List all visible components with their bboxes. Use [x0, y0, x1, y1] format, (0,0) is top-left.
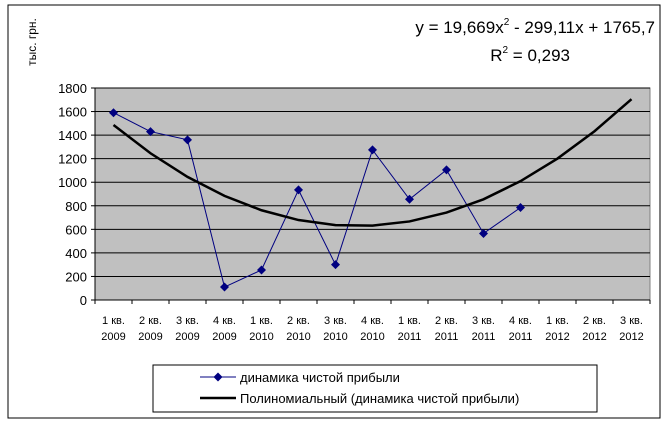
point	[405, 194, 414, 204]
x-tick-label: 3 кв. 2012	[619, 315, 643, 343]
x-tick-label: 3 кв. 2009	[175, 315, 199, 343]
x-tick-label-line: 2 кв.	[583, 315, 606, 327]
series-line	[112, 98, 633, 227]
point	[146, 127, 155, 137]
x-tick-label-line: 2012	[582, 331, 606, 343]
x-tick-label-line: 4 кв.	[213, 315, 236, 327]
x-tick-label-line: 2011	[435, 331, 459, 343]
x-tick-label: 3 кв. 2010	[323, 315, 347, 343]
x-tick-label-line: 3 кв.	[472, 315, 495, 327]
x-tick-label: 1 кв. 2009	[101, 315, 125, 343]
point	[479, 228, 488, 238]
x-tick-label-line: 2009	[212, 331, 236, 343]
legend-box	[152, 364, 598, 413]
point	[368, 145, 377, 155]
x-tick-label-line: 4 кв.	[509, 315, 532, 327]
x-tick-label-line: 2009	[138, 331, 162, 343]
x-tick-label-line: 2011	[472, 331, 496, 343]
x-tick-label-line: 2011	[398, 331, 422, 343]
x-tick-label-line: 2009	[101, 331, 125, 343]
y-tick-label: 1000	[58, 175, 87, 190]
x-tick-label-line: 2012	[545, 331, 569, 343]
trend-equation: y = 19,669x2 - 299,11x + 1765,7	[415, 17, 655, 37]
series-line	[113, 112, 521, 288]
x-tick-label-line: 2010	[323, 331, 347, 343]
x-tick-label: 4 кв. 2009	[212, 315, 236, 343]
equation-part: - 299,11x + 1765,7	[509, 18, 655, 37]
y-tick-label: 1600	[58, 105, 87, 120]
point	[257, 265, 266, 275]
x-tick-label-line: 2 кв.	[435, 315, 458, 327]
y-tick-label: 1200	[58, 152, 87, 167]
x-tick-label-line: 2010	[286, 331, 310, 343]
y-tick-label: 800	[65, 199, 87, 214]
x-tick-label-line: 2012	[619, 331, 643, 343]
legend-marker	[213, 372, 223, 382]
x-tick-label-line: 4 кв.	[361, 315, 384, 327]
point	[183, 135, 192, 145]
legend-label: Полиномиальный (динамика чистой прибыли)	[240, 391, 519, 406]
x-tick-label-line: 2009	[175, 331, 199, 343]
y-axis-label: тыс. грн.	[25, 18, 39, 66]
x-tick-label-line: 3 кв.	[324, 315, 347, 327]
r2-part: 2	[503, 45, 509, 56]
x-tick-label: 2 кв. 2012	[582, 315, 606, 343]
point	[220, 282, 229, 292]
x-tick-label: 4 кв. 2010	[360, 315, 384, 343]
point	[442, 165, 451, 175]
x-tick-label-line: 1 кв.	[546, 315, 569, 327]
y-tick-label: 1800	[58, 81, 87, 96]
x-tick-label: 2 кв. 2009	[138, 315, 162, 343]
plot-area	[94, 87, 651, 301]
legend-label: динамика чистой прибыли	[240, 370, 400, 385]
x-tick-label: 2 кв. 2010	[286, 315, 310, 343]
y-tick-label: 0	[80, 293, 87, 308]
y-tick-label: 1400	[58, 128, 87, 143]
point	[109, 108, 118, 118]
point	[331, 260, 340, 270]
y-tick-label: 200	[65, 269, 87, 284]
x-tick-label-line: 1 кв.	[102, 315, 125, 327]
x-tick-label-line: 2010	[360, 331, 384, 343]
equation-part: y = 19,669x	[415, 18, 504, 37]
x-tick-label: 2 кв. 2011	[435, 315, 459, 343]
x-tick-label-line: 3 кв.	[620, 315, 643, 327]
x-tick-label-line: 2010	[249, 331, 273, 343]
y-tick-label: 400	[65, 246, 87, 261]
point	[516, 203, 525, 213]
r2-part: = 0,293	[508, 46, 570, 65]
x-tick-label: 3 кв. 2011	[472, 315, 496, 343]
point	[294, 185, 303, 195]
x-tick-label: 4 кв. 2011	[509, 315, 533, 343]
x-tick-label-line: 3 кв.	[176, 315, 199, 327]
x-tick-label-line: 2 кв.	[139, 315, 162, 327]
x-tick-label-line: 1 кв.	[250, 315, 273, 327]
y-tick-label: 600	[65, 222, 87, 237]
x-tick-label: 1 кв. 2010	[249, 315, 273, 343]
x-tick-label-line: 1 кв.	[398, 315, 421, 327]
equation-part: 2	[504, 17, 510, 28]
r-squared: R2 = 0,293	[490, 45, 570, 65]
x-tick-label-line: 2 кв.	[287, 315, 310, 327]
r2-part: R	[490, 46, 502, 65]
x-tick-label: 1 кв. 2012	[545, 315, 569, 343]
x-tick-label-line: 2011	[509, 331, 533, 343]
x-tick-label: 1 кв. 2011	[398, 315, 422, 343]
